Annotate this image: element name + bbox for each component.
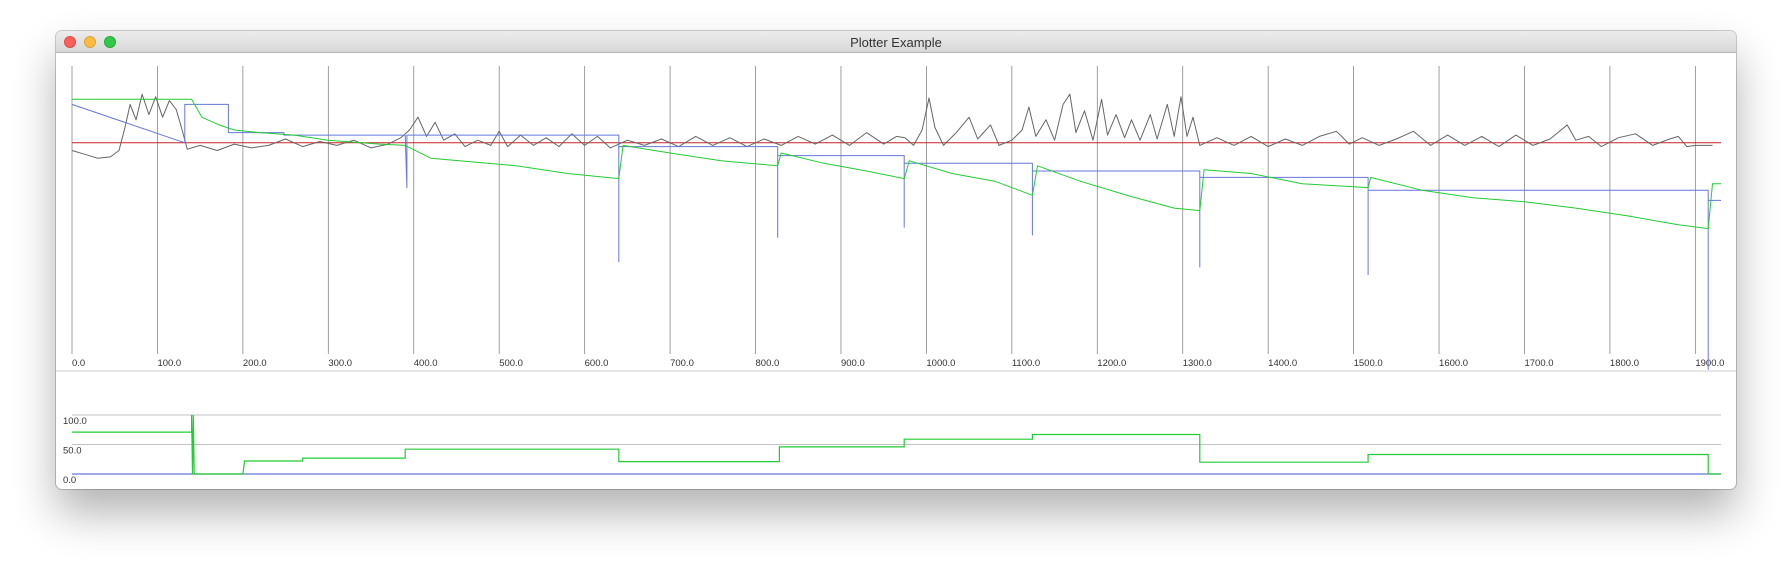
- series-line-2: [71, 93, 1713, 159]
- series-line-3: [71, 103, 1721, 370]
- x-tick-label: 1800.0: [1610, 358, 1639, 369]
- x-tick-label: 1900.0: [1695, 358, 1724, 369]
- y-tick-label: 100.0: [63, 416, 87, 427]
- x-tick-label: 1400.0: [1268, 358, 1297, 369]
- x-tick-label: 700.0: [670, 358, 694, 369]
- x-tick-label: 300.0: [328, 358, 352, 369]
- plotter-window: Plotter Example 0.0 100.0 200.0 300.0 400.0 5…: [56, 31, 1736, 489]
- x-tick-label: 800.0: [756, 358, 780, 369]
- close-button[interactable]: [64, 36, 76, 48]
- x-tick-label: 400.0: [414, 358, 438, 369]
- y-tick-label: 50.0: [63, 446, 82, 457]
- x-tick-label: 900.0: [841, 358, 865, 369]
- y-tick-label: 0.0: [63, 475, 76, 486]
- x-tick-label: 500.0: [499, 358, 523, 369]
- window-title: Plotter Example: [850, 35, 942, 50]
- x-tick-label: 1700.0: [1524, 358, 1553, 369]
- x-tick-label: 200.0: [243, 358, 267, 369]
- x-tick-label: 1000.0: [926, 358, 955, 369]
- sub-plot: 0.0 50.0 100.0: [63, 414, 1721, 486]
- series-line-4: [72, 98, 1721, 230]
- x-tick-label: 1100.0: [1012, 358, 1040, 369]
- minimize-button[interactable]: [84, 36, 96, 48]
- x-tick-label: 100.0: [157, 358, 181, 369]
- x-tick-label: 0.0: [72, 358, 85, 369]
- main-plot: 0.0 100.0 200.0 300.0 400.0 500.0 600.0 700.0 80…: [56, 66, 1736, 372]
- x-tick-label: 1500.0: [1354, 358, 1383, 369]
- x-tick-label: 1600.0: [1439, 358, 1468, 369]
- zoom-button[interactable]: [104, 36, 116, 48]
- x-tick-label: 600.0: [585, 358, 609, 369]
- x-tick-label: 1300.0: [1183, 358, 1212, 369]
- sub-series-line-2: [72, 414, 1721, 475]
- title-bar[interactable]: Plotter Example: [56, 31, 1736, 53]
- x-tick-label: 1200.0: [1097, 358, 1126, 369]
